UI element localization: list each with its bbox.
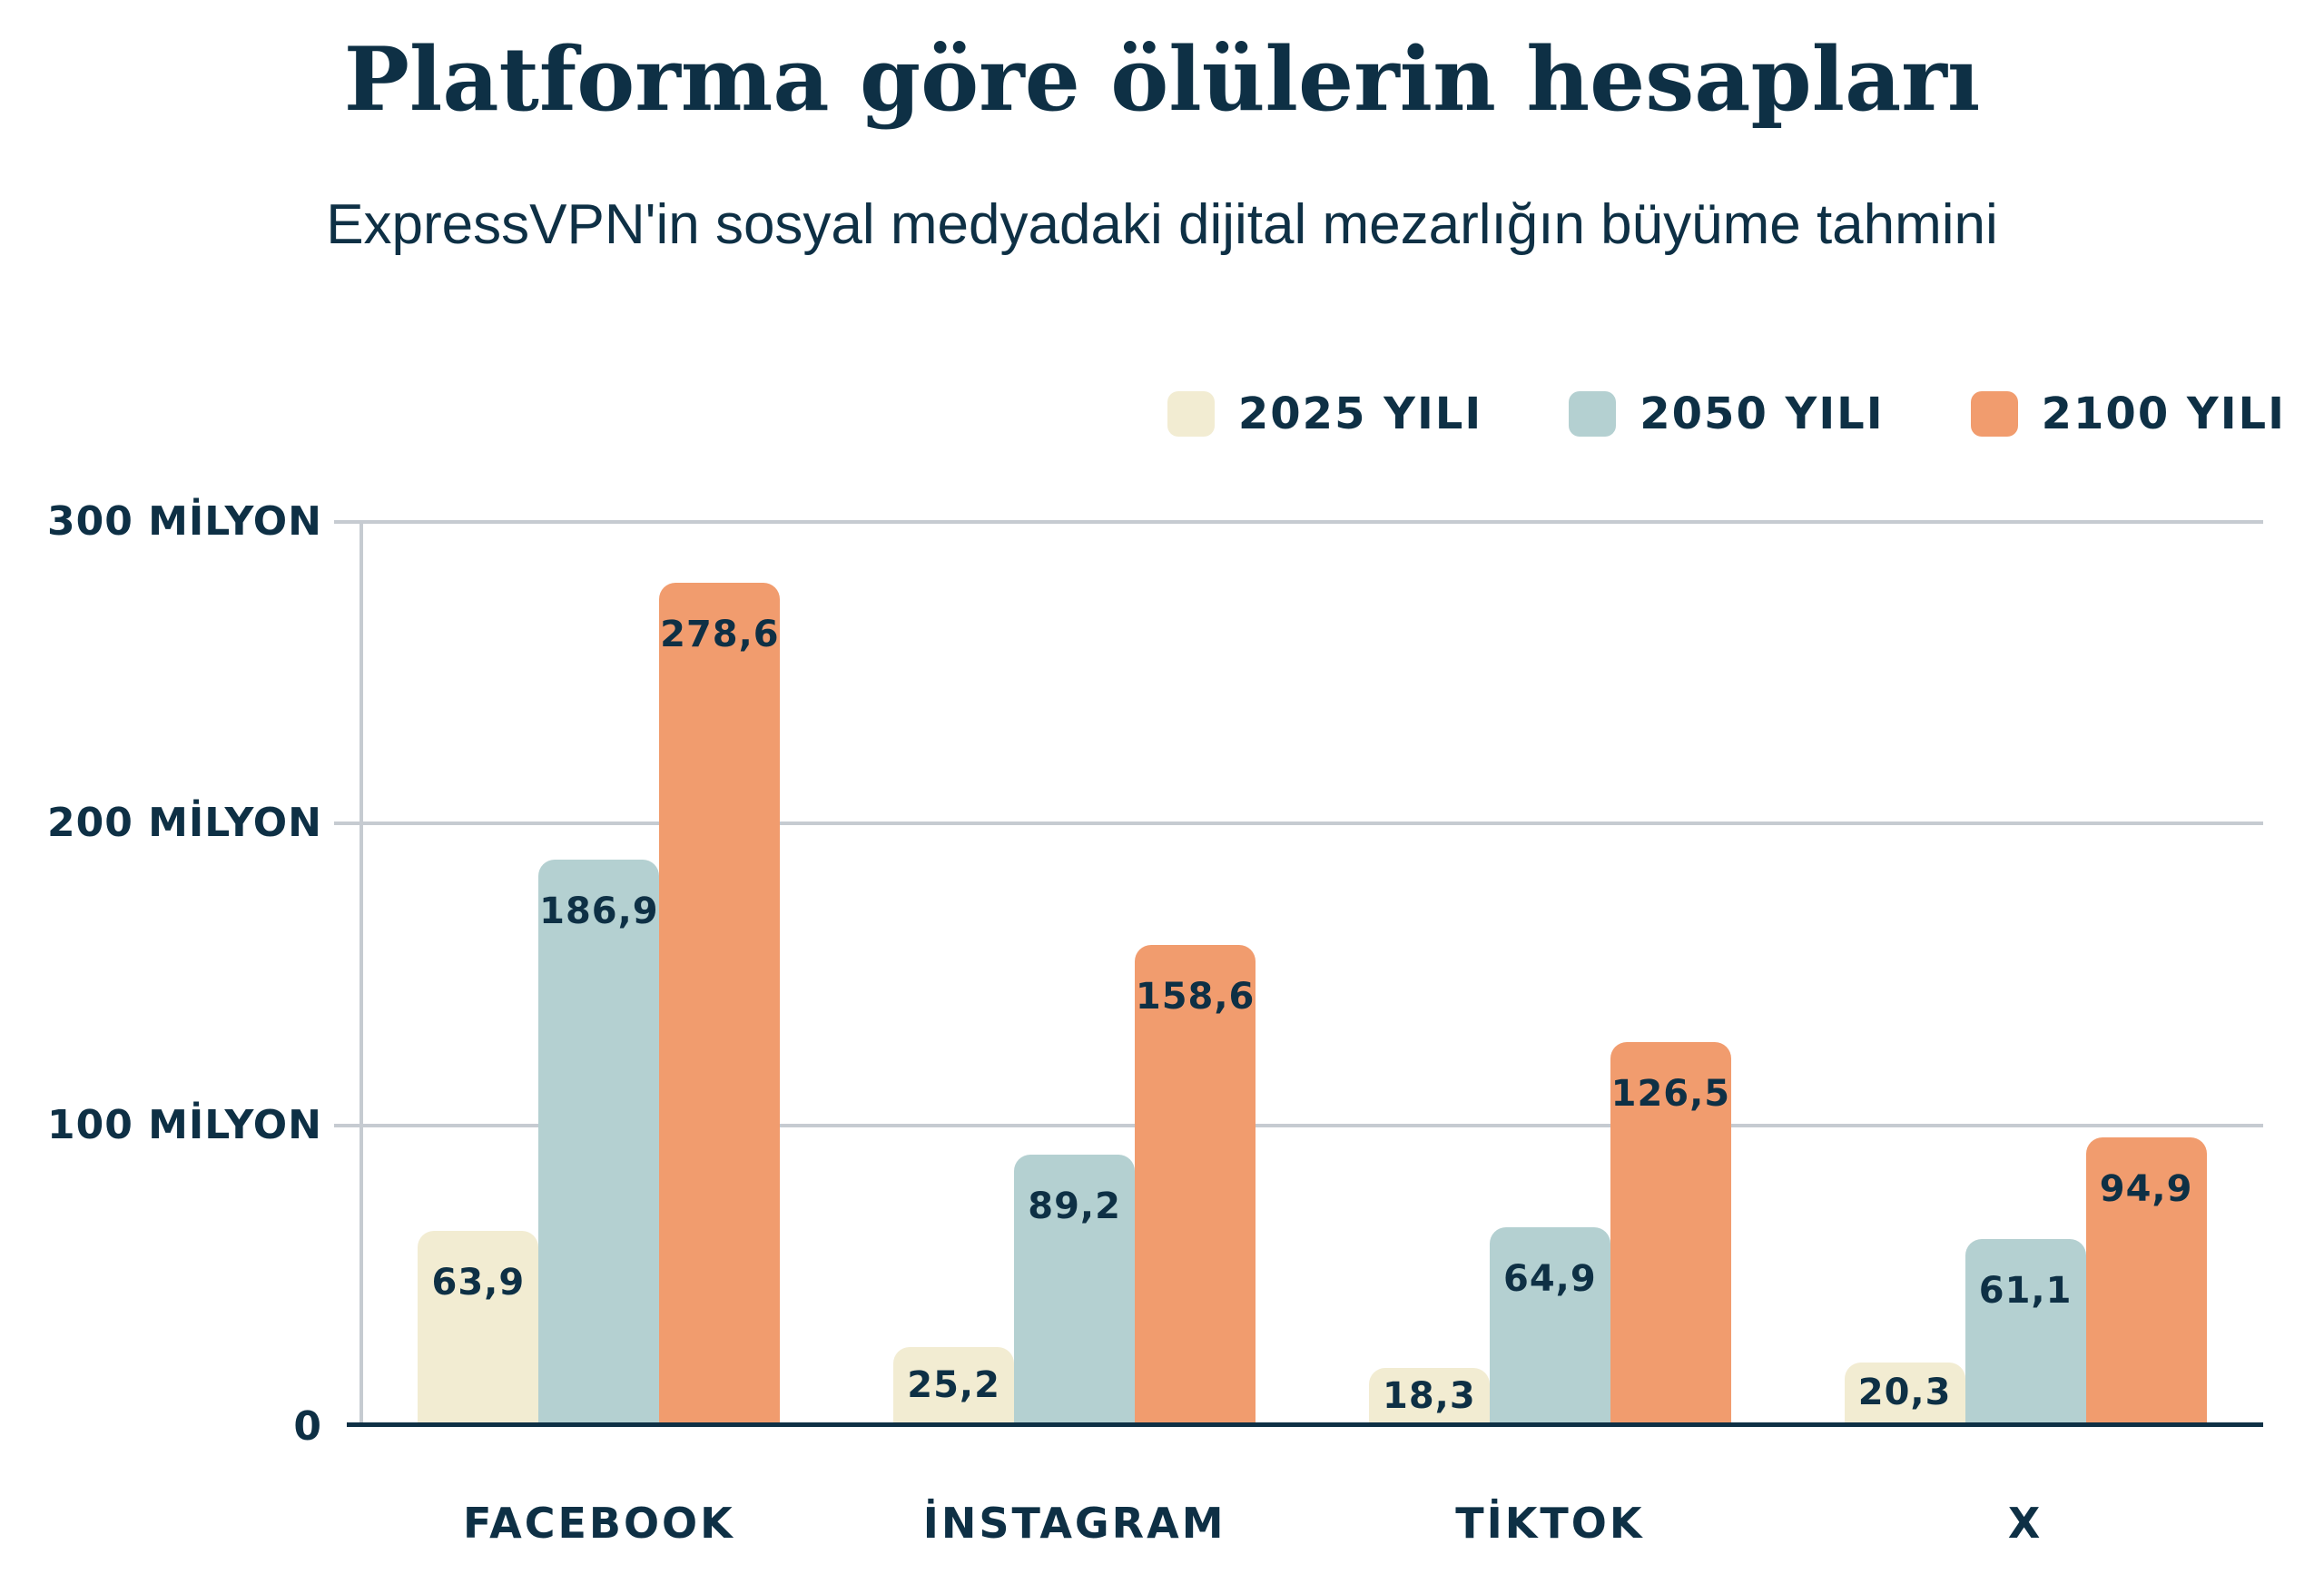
legend-item-2050-yili: 2050 YILI — [1569, 389, 1884, 439]
bar-value-label: 278,6 — [660, 614, 780, 656]
x-axis-label-ti̇ktok: TİKTOK — [1455, 1499, 1645, 1548]
y-tick-label: 200 MİLYON — [46, 800, 322, 847]
gridline — [361, 520, 2263, 524]
bar-value-label: 20,3 — [1857, 1372, 1952, 1414]
legend-swatch-icon — [1167, 391, 1215, 437]
bar-group-ti̇ktok: 18,3 64,9 126,5 — [1313, 522, 1788, 1427]
chart-title: Platforma göre ölülerin hesapları — [343, 28, 1981, 131]
gridline — [361, 1123, 2263, 1127]
y-tick-label: 300 MİLYON — [46, 498, 322, 545]
bar-value-label: 63,9 — [431, 1261, 526, 1304]
bar-group-x: 20,3 61,1 94,9 — [1787, 522, 2263, 1427]
bar-value-label: 64,9 — [1503, 1258, 1597, 1301]
chart-legend: 2025 YILI 2050 YILI 2100 YILI — [1167, 389, 2286, 439]
y-axis-line — [359, 522, 363, 1427]
y-tick-label: 0 — [293, 1403, 322, 1450]
bar-i̇nstagram-2025: 25,2 — [893, 1347, 1015, 1423]
axis-tick — [334, 520, 361, 524]
bar-value-label: 25,2 — [907, 1364, 1000, 1407]
bar-value-label: 18,3 — [1383, 1374, 1476, 1417]
legend-swatch-icon — [1970, 391, 2018, 437]
plot-area: 63,9 186,9 278,6 25,2 89,2 158,6 18,3 64,9 126,5… — [334, 520, 2263, 1427]
x-axis-label-facebook: FACEBOOK — [462, 1499, 735, 1548]
bar-value-label: 158,6 — [1135, 975, 1256, 1018]
legend-item-2100-yili: 2100 YILI — [1970, 389, 2286, 439]
bar-group-facebook: 63,9 186,9 278,6 — [361, 522, 837, 1427]
bar-ti̇ktok-2025: 18,3 — [1368, 1368, 1490, 1423]
legend-label: 2100 YILI — [2041, 389, 2286, 439]
legend-item-2025-yili: 2025 YILI — [1167, 389, 1482, 439]
bar-x-2025: 20,3 — [1844, 1362, 1965, 1423]
bar-i̇nstagram-2100: 158,6 — [1135, 944, 1256, 1423]
bar-value-label: 94,9 — [2099, 1167, 2193, 1210]
bar-ti̇ktok-2100: 126,5 — [1610, 1041, 1731, 1423]
axis-tick — [334, 822, 361, 826]
x-axis-baseline — [347, 1422, 2263, 1427]
chart-subtitle: ExpressVPN'in sosyal medyadaki dijital m… — [326, 193, 1998, 256]
bar-value-label: 61,1 — [1978, 1269, 2073, 1312]
axis-tick — [334, 1123, 361, 1127]
bar-value-label: 126,5 — [1610, 1072, 1731, 1115]
bar-groups: 63,9 186,9 278,6 25,2 89,2 158,6 18,3 64,9 126,5… — [361, 522, 2263, 1427]
bar-value-label: 186,9 — [539, 890, 659, 932]
bar-x-2100: 94,9 — [2085, 1136, 2207, 1423]
bar-ti̇ktok-2050: 64,9 — [1489, 1227, 1610, 1423]
bar-x-2050: 61,1 — [1965, 1238, 2086, 1423]
bar-i̇nstagram-2050: 89,2 — [1014, 1154, 1136, 1423]
y-tick-label: 100 MİLYON — [46, 1101, 322, 1148]
x-axis-label-i̇nstagram: İNSTAGRAM — [922, 1499, 1226, 1548]
bar-facebook-2050: 186,9 — [538, 859, 660, 1423]
legend-label: 2050 YILI — [1640, 389, 1885, 439]
bar-value-label: 89,2 — [1028, 1185, 1121, 1227]
x-axis-label-x: X — [2007, 1499, 2043, 1548]
y-axis-labels: 300 MİLYON 200 MİLYON 100 MİLYON 0 — [0, 0, 322, 1584]
bar-facebook-2100: 278,6 — [659, 583, 781, 1423]
bar-facebook-2025: 63,9 — [418, 1230, 539, 1423]
legend-swatch-icon — [1569, 391, 1617, 437]
bar-group-i̇nstagram: 25,2 89,2 158,6 — [837, 522, 1313, 1427]
x-axis-labels: FACEBOOK İNSTAGRAM TİKTOK X — [361, 1496, 2263, 1550]
legend-label: 2025 YILI — [1237, 389, 1483, 439]
gridline — [361, 822, 2263, 826]
